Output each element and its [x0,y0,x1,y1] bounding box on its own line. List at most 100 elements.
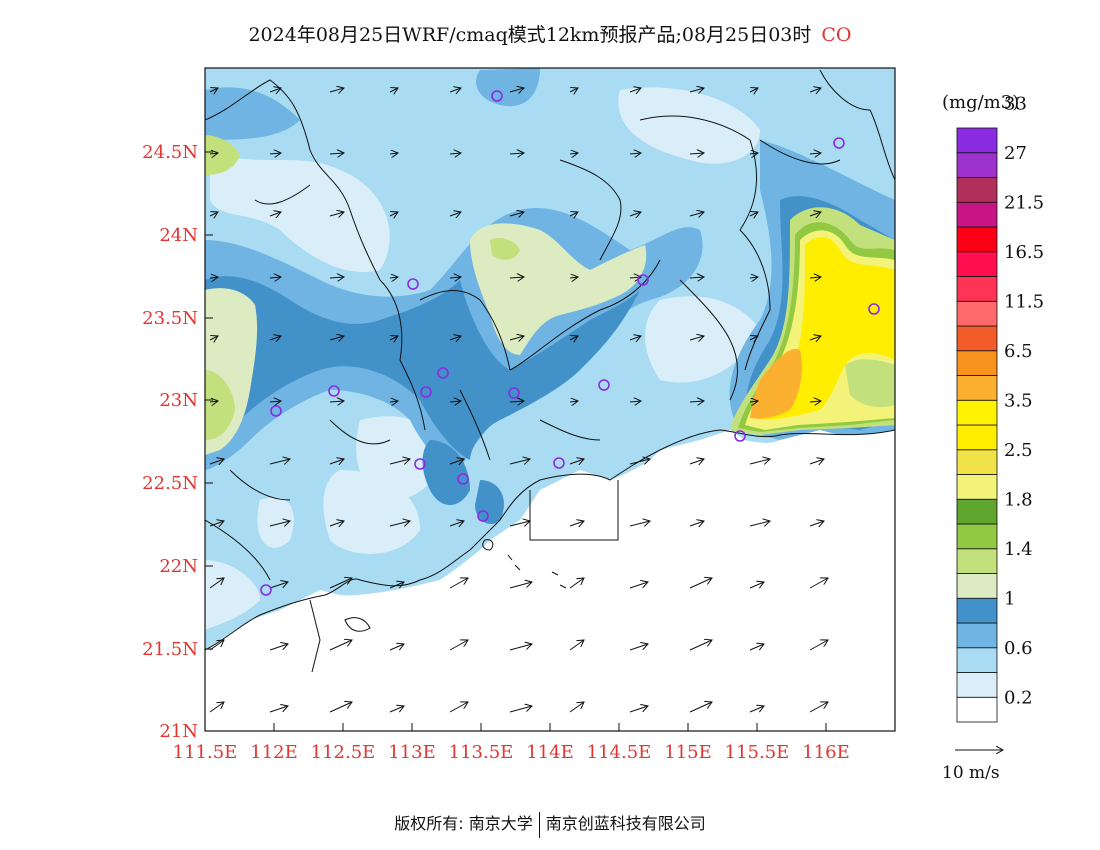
wind-arrow [389,212,398,216]
wind-arrow [749,644,764,651]
legend-swatch [956,696,998,723]
legend-label: 11.5 [1004,291,1044,312]
wind-arrow [509,401,524,402]
wind-arrow [569,640,584,651]
legend-label: 33 [1004,93,1027,114]
wind-arrow [329,521,344,526]
wind-arrow [389,521,410,526]
wind-arrow [269,459,290,464]
wind-arrow [449,212,461,216]
city-marker [491,90,503,102]
wind-arrow [569,277,578,278]
wind-arrow [809,212,821,216]
wind-arrow [329,459,344,464]
wind-arrow [329,640,352,651]
wind-arrow [269,277,281,278]
wind-arrow [209,459,224,464]
legend-swatch [956,127,998,154]
city-marker [868,303,880,315]
wind-arrow [629,401,641,402]
wind-arrow [389,644,404,651]
copyright-left: 版权所有: 南京大学 [394,814,533,833]
legend-label: 1 [1004,588,1015,609]
lat-label: 24N [159,225,198,246]
wind-arrow [209,401,218,402]
wind-arrow [689,336,704,340]
wind-arrow [209,277,218,278]
legend-swatch [956,449,998,475]
wind-arrow [269,582,288,589]
wind-arrow [509,521,530,526]
lon-label: 112.5E [311,742,376,763]
wind-arrow [269,153,281,154]
wind-arrow [629,336,641,340]
legend-swatch [956,647,998,673]
legend-swatch [956,201,998,228]
wind-arrow [749,459,770,464]
wind-arrow [449,88,461,92]
city-markers [260,90,880,596]
city-marker [414,458,426,470]
wind-arrow [749,336,758,340]
legend-swatch [956,523,998,550]
wind-arrow [689,153,704,154]
wind-arrow [689,640,712,651]
legend-swatch [956,474,998,500]
wind-arrow [269,401,281,402]
wind-arrow [749,277,758,278]
wind-arrow [629,582,648,589]
wind-arrow [449,640,468,651]
wind-arrow [509,88,524,92]
wind-arrow [509,582,532,589]
legend-label: 6.5 [1004,341,1033,362]
wind-arrow [209,640,224,651]
wind-arrow [269,212,281,216]
wind-arrow [809,640,828,651]
lat-label: 23N [159,390,198,411]
city-marker [508,387,520,399]
wind-arrow [629,88,641,92]
longitude-axis: 111.5E 112E 112.5E 113E 113.5E 114E 114.5E 115E… [173,723,850,763]
wind-arrow [689,401,704,402]
wind-arrow [509,706,532,713]
wind-arrow [749,706,764,713]
wind-arrow [689,277,704,278]
city-marker [637,274,649,286]
species-label: CO [821,24,852,46]
wind-arrow [809,153,821,154]
wind-arrow [449,521,464,526]
wind-arrow [389,706,404,713]
wind-arrow [689,702,712,713]
wind-arrow [389,401,398,402]
wind-arrow [749,212,758,216]
wind-arrow [209,88,218,92]
wind-reference-label: 10 m/s [942,763,1000,783]
wind-arrow [749,582,764,589]
lon-label: 113E [388,742,436,763]
wind-arrow [629,212,641,216]
lat-label: 21N [159,721,198,742]
wind-arrow [509,459,530,464]
legend-label: 3.5 [1004,390,1033,411]
wind-arrow [569,88,578,92]
wind-arrow [389,459,410,464]
lon-label: 116E [802,742,850,763]
wind-arrow [269,521,290,526]
legend-swatch [956,177,998,203]
wind-arrow [449,336,461,340]
legend-swatch [956,597,998,624]
city-marker [270,405,282,417]
wind-arrow [269,706,288,713]
lat-label: 23.5N [142,308,198,329]
city-marker [457,473,469,485]
wind-arrow [449,401,461,402]
wind-arrow [809,459,824,464]
wind-arrow [689,88,704,92]
legend-swatch [956,573,998,599]
legend-swatch [956,498,998,525]
wind-arrow [749,153,758,154]
city-marker [477,510,489,522]
wind-arrow [449,459,464,464]
legend-swatch [956,350,998,376]
